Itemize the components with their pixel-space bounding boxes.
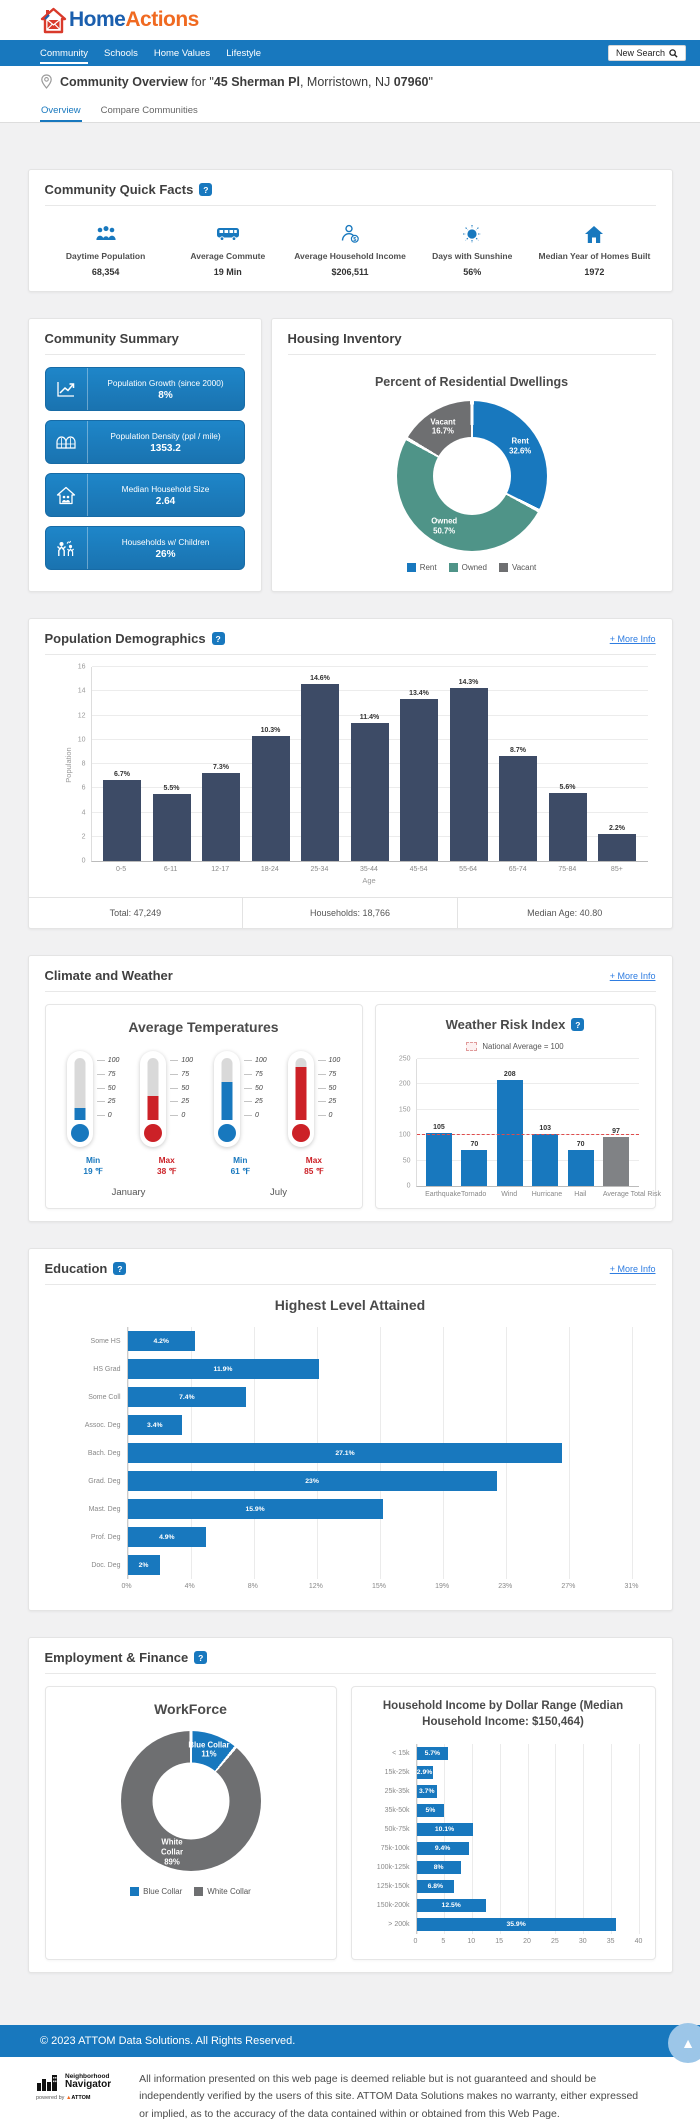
demographics-bar-chart: 16 14 12 10 8 6 4 2 0 6.7% 5.5% 7.3% 10.3% 14.6% 11.4%… (78, 664, 648, 873)
chevron-up-icon: ▲ (681, 2035, 695, 2051)
demographics-help-icon[interactable]: ? (211, 632, 225, 645)
demographics-y-axis-label: Population (63, 747, 73, 783)
housing-chart-title: Percent of Residential Dwellings (374, 375, 569, 389)
education-more-info-link[interactable]: + More Info (609, 1263, 656, 1274)
education-bar-chart: Some HS HS Grad Some Coll Assoc. Deg Bach. D… (75, 1327, 639, 1596)
fact-average-household-income: $ Average Household Income $206,511 (289, 218, 411, 279)
demographics-more-info-link[interactable]: + More Info (609, 633, 656, 644)
household-income-panel: Household Income by Dollar Range (Median… (350, 1686, 656, 1961)
month-label-january: January (111, 1186, 146, 1198)
page-header: Community Overview for "45 Sherman Pl, M… (0, 66, 700, 97)
income-chart-title: Household Income by Dollar Range (Median… (382, 1700, 624, 1728)
weather-risk-help-icon[interactable]: ? (571, 1018, 585, 1031)
logo-actions-text: Actions (125, 8, 199, 31)
tile-households-with-children: Households w/ Children 26% (44, 526, 245, 570)
tab-compare-communities[interactable]: Compare Communities (100, 105, 198, 116)
homeactions-logo[interactable]: HomeActions (40, 7, 199, 34)
fact-average-commute: Average Commute 19 Min (167, 218, 289, 279)
sun-icon (413, 222, 531, 246)
month-label-july: July (270, 1186, 287, 1198)
education-help-icon[interactable]: ? (113, 1262, 127, 1275)
employment-finance-card: Employment & Finance ? WorkForce Blue Co… (27, 1637, 673, 1974)
income-bar-chart: < 15k 15k-25k 25k-35k 35k-50k 50k-75k 75k-100… (368, 1744, 642, 1951)
demographics-households: Households: 18,766 (242, 898, 457, 928)
housing-inventory-title: Housing Inventory (287, 331, 402, 346)
temperatures-title: Average Temperatures (128, 1019, 279, 1035)
nav-item-home-values[interactable]: Home Values (153, 47, 211, 59)
household-icon (46, 474, 88, 516)
employment-title: Employment & Finance (44, 1650, 189, 1665)
workforce-panel: WorkForce Blue Collar 11% White Collar 89% … (44, 1686, 337, 1961)
family-icon (46, 527, 88, 569)
population-demographics-card: Population Demographics ? + More Info Po… (27, 618, 673, 929)
navigator-buildings-icon (36, 2071, 62, 2093)
demographics-median-age: Median Age: 40.80 (456, 898, 672, 928)
community-summary-title: Community Summary (44, 331, 179, 346)
density-icon (46, 421, 88, 463)
demographics-total: Total: 47,249 (109, 908, 162, 918)
demographics-summary-row: Total: 47,249 Households: 18,766 Median … (28, 897, 672, 928)
education-title: Education (44, 1261, 108, 1276)
climate-weather-card: Climate and Weather + More Info Average … (27, 955, 673, 1222)
workforce-donut-chart: Blue Collar 11% White Collar 89% (120, 1731, 261, 1871)
tile-median-household-size: Median Household Size 2.64 (44, 473, 245, 517)
neighborhood-navigator-logo: Neighborhood Navigator powered by ▲ATTOM (36, 2071, 112, 2102)
average-temperatures-panel: Average Temperatures 100 75 50 25 0 Min 19 ℉ 10… (44, 1004, 363, 1209)
tab-overview[interactable]: Overview (40, 101, 82, 122)
new-search-button[interactable]: New Search (607, 45, 686, 61)
quick-facts-help-icon[interactable]: ? (199, 183, 213, 196)
thermometers: 100 75 50 25 0 Min 19 ℉ 100 75 50 25 0 Max 38 ℉ 100 75 5… (54, 1051, 354, 1177)
employment-help-icon[interactable]: ? (194, 1651, 208, 1664)
fact-days-with-sunshine: Days with Sunshine 56% (411, 218, 533, 279)
demographics-title: Population Demographics (44, 631, 206, 646)
bus-icon (169, 222, 287, 246)
page-title: Community Overview for "45 Sherman Pl, M… (60, 74, 433, 89)
location-pin-icon (40, 74, 53, 89)
education-card: Education ? + More Info Highest Level At… (27, 1248, 673, 1611)
community-summary-card: Community Summary Population Growth (sin… (27, 318, 262, 592)
search-icon (669, 48, 678, 58)
nav-item-lifestyle[interactable]: Lifestyle (226, 47, 262, 59)
weather-risk-bar-chart: 250 200 150 100 50 0 105 70 208 103 70 97 Earthquake… (398, 1055, 661, 1199)
people-group-icon (47, 222, 165, 246)
fact-daytime-population: Daytime Population 68,354 (45, 218, 167, 279)
site-header: HomeActions (0, 0, 700, 40)
national-average-swatch (466, 1042, 478, 1051)
housing-donut-chart: Rent 32.6% Owned 50.7% Vacant 16.7% (396, 401, 547, 551)
tile-population-density: Population Density (ppl / mile) 1353.2 (44, 420, 245, 464)
person-income-icon: $ (291, 222, 409, 246)
workforce-legend: Blue Collar White Collar (130, 1887, 251, 1896)
housing-legend: Rent Owned Vacant (406, 563, 536, 572)
quick-facts-title: Community Quick Facts (44, 182, 194, 197)
footer-info: Neighborhood Navigator powered by ▲ATTOM… (0, 2057, 700, 2123)
house-icon (535, 222, 653, 246)
homeactions-logo-icon (40, 7, 67, 34)
footer-copyright-bar: © 2023 ATTOM Data Solutions. All Rights … (0, 2025, 700, 2058)
community-quick-facts-card: Community Quick Facts ? Daytime Populati… (27, 169, 673, 292)
scroll-to-top-button[interactable]: ▲ (668, 2023, 700, 2063)
workforce-title: WorkForce (154, 1701, 227, 1717)
weather-risk-panel: Weather Risk Index ? National Average = … (374, 1004, 661, 1209)
fact-median-year-homes-built: Median Year of Homes Built 1972 (533, 218, 655, 279)
copyright-text: © 2023 ATTOM Data Solutions. All Rights … (40, 2035, 296, 2048)
tab-bar: Overview Compare Communities (0, 97, 700, 123)
climate-title: Climate and Weather (44, 968, 173, 983)
weather-risk-title: Weather Risk Index (445, 1017, 566, 1032)
nav-item-schools[interactable]: Schools (104, 47, 138, 59)
logo-home-text: Home (69, 8, 126, 31)
nav-item-community[interactable]: Community (40, 43, 89, 64)
weather-risk-legend: National Average = 100 (386, 1042, 645, 1051)
svg-text:$: $ (353, 237, 356, 243)
climate-more-info-link[interactable]: + More Info (609, 970, 656, 981)
demographics-x-axis-label: Age (362, 876, 376, 885)
tile-population-growth: Population Growth (since 2000) 8% (44, 367, 245, 411)
disclaimer-text: All information presented on this web pa… (139, 2073, 639, 2120)
trend-up-icon (46, 368, 88, 410)
housing-inventory-card: Housing Inventory Percent of Residential… (270, 318, 673, 592)
education-chart-title: Highest Level Attained (274, 1297, 426, 1313)
main-navbar: Community Schools Home Values Lifestyle … (0, 40, 700, 66)
new-search-label: New Search (615, 48, 665, 58)
